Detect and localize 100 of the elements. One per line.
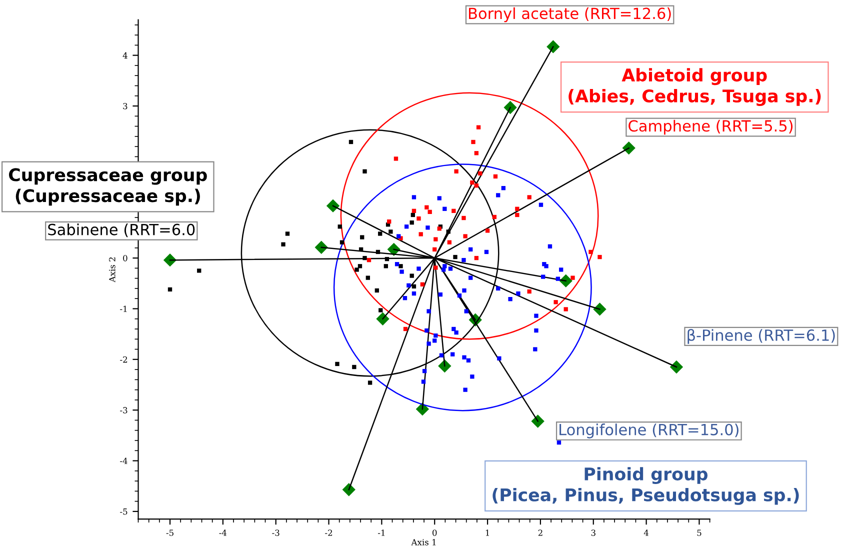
point [548,244,552,248]
point [354,268,359,272]
point [457,293,462,298]
point [404,224,409,229]
point [496,286,500,291]
point [342,483,356,496]
point [462,216,466,220]
point [515,212,520,218]
y-axis-title: Axis 2 [109,257,116,282]
point [384,256,390,262]
point [416,266,421,271]
point [516,291,520,296]
point [622,141,636,155]
point [163,253,177,267]
point [556,276,560,281]
point [564,307,568,312]
point [464,309,468,314]
point [340,240,344,244]
point [403,326,408,332]
point [478,171,482,176]
point [398,264,403,268]
point [442,206,447,211]
point [468,247,473,252]
point [559,268,564,272]
point [410,212,415,218]
point [453,254,458,260]
point [471,140,476,144]
point [434,237,438,242]
point [541,274,546,279]
point [326,199,340,212]
annotation: Bornyl acetate (RRT=12.6) [469,7,671,22]
point [454,330,458,335]
point [424,205,429,210]
point [362,169,367,174]
point [470,180,474,185]
point [410,274,414,278]
point [338,224,342,229]
x-tick-label: -1 [378,530,385,536]
point [527,289,532,294]
y-tick-label: -4 [120,458,128,464]
point [493,174,498,179]
point [463,234,468,238]
point [378,308,383,312]
point [285,232,290,236]
x-tick-label: -3 [272,530,280,536]
x-tick-label: -2 [325,530,332,536]
point [437,196,442,200]
point [400,270,404,274]
point [426,309,431,314]
point [556,440,562,445]
point [533,347,538,352]
point [593,302,606,316]
x-tick-label: 5 [697,530,702,536]
point [439,353,444,358]
point [501,186,506,190]
point [366,276,370,280]
point [352,364,356,370]
point [468,276,473,280]
point [378,232,382,236]
point [424,328,429,333]
point [422,368,427,374]
point [462,355,466,360]
point [374,288,380,293]
annotation: Pinoid group (Picea, Pinus, Pseudotsuga sp.) [492,467,799,505]
point [515,206,520,211]
point [412,208,416,213]
annotation: β-Pinene (RRT=6.1) [688,329,835,344]
point [197,268,202,273]
point [554,300,558,304]
point [168,287,172,292]
point [546,40,560,54]
point [406,283,411,288]
point [420,282,425,286]
point [376,250,380,254]
point [358,264,362,268]
point [485,228,490,233]
point [410,220,414,225]
point [474,183,479,188]
point [348,140,354,144]
x-tick-label: -4 [219,530,227,536]
point [418,232,423,236]
point [476,125,481,130]
point [314,240,328,254]
annotation: Sabinene (RRT=6.0 [48,224,195,238]
point [412,195,416,200]
point [462,258,466,262]
y-tick-label: -2 [120,356,128,363]
point [384,264,388,268]
y-tick-label: 4 [122,52,128,58]
x-tick-label: 4 [644,530,649,536]
point [531,414,544,428]
y-tick-label: -3 [120,407,128,414]
point [496,193,500,198]
point [508,297,512,302]
point [588,250,593,254]
point [402,296,408,300]
point [442,268,446,272]
point [463,388,468,392]
point [432,338,437,343]
point [412,291,416,296]
